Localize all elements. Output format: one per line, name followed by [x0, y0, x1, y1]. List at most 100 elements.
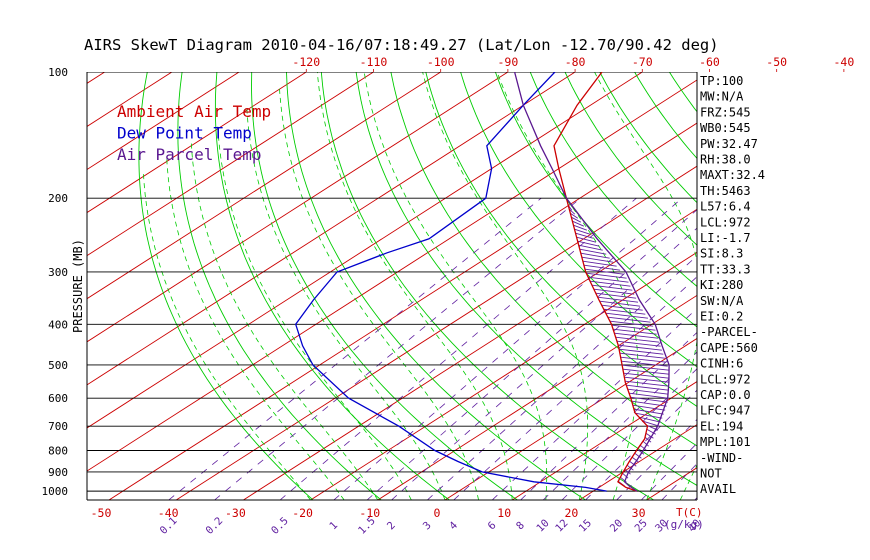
- dry-adiabat: [177, 72, 382, 500]
- mixing-ratio-label: 15: [577, 517, 594, 534]
- cape-hatch-mark: [581, 256, 614, 263]
- y-tick-label: 200: [48, 192, 68, 205]
- isotherm-line: [87, 72, 509, 343]
- mixing-ratio-line: [561, 368, 697, 500]
- cape-hatch-mark: [603, 308, 646, 315]
- cape-hatch-mark: [619, 352, 665, 359]
- cape-hatch-mark: [599, 300, 641, 307]
- isotherm-line: [175, 165, 697, 500]
- cape-hatch-mark: [627, 388, 669, 395]
- cape-hatch-mark: [605, 312, 648, 319]
- index-item: LI:-1.7: [700, 231, 751, 245]
- cape-hatch-mark: [620, 356, 667, 363]
- cape-hatch-mark: [609, 320, 654, 327]
- cape-hatch-mark: [614, 332, 659, 339]
- moist-adiabat: [747, 72, 870, 500]
- cape-hatch-mark: [568, 208, 576, 215]
- index-item: PW:32.47: [700, 137, 758, 151]
- mixing-ratio-line: [661, 463, 697, 500]
- mixing-ratio-line: [366, 209, 697, 500]
- cape-hatch-mark: [574, 228, 591, 235]
- cape-hatch-mark: [584, 268, 624, 275]
- cape-hatch-mark: [634, 452, 642, 459]
- top-tick-label: -70: [632, 55, 653, 69]
- index-item: TP:100: [700, 74, 743, 88]
- mixing-ratio-line: [333, 197, 683, 500]
- cape-hatch-mark: [611, 324, 656, 331]
- bottom-tick-label: -40: [158, 506, 179, 520]
- bottom-tick-label: 20: [564, 506, 578, 520]
- isotherm-line: [87, 72, 307, 214]
- dry-adiabat: [809, 72, 870, 500]
- y-tick-label: 400: [48, 318, 68, 331]
- dry-adiabat: [564, 72, 697, 246]
- moist-adiabat: [166, 157, 345, 500]
- moist-adiabat: [279, 88, 479, 500]
- mixing-ratio-label: 10: [534, 517, 551, 534]
- moist-adiabat: [317, 72, 513, 500]
- bottom-tick-label: -50: [91, 506, 112, 520]
- moist-adiabat: [217, 125, 412, 500]
- bottom-unit-label: T(C): [676, 506, 703, 519]
- chart-title: AIRS SkewT Diagram 2010-04-16/07:18:49.2…: [84, 36, 719, 54]
- dry-adiabat: [355, 72, 697, 486]
- cape-hatch-mark: [635, 412, 663, 419]
- isotherm-line: [310, 251, 697, 500]
- cape-hatch-mark: [573, 224, 588, 231]
- mixing-ratio-label: 2: [385, 519, 398, 532]
- index-item: KI:280: [700, 278, 743, 292]
- dry-adiabat: [494, 72, 697, 328]
- legend-item: Dew Point Temp: [117, 124, 252, 143]
- legend-item: Air Parcel Temp: [117, 145, 262, 164]
- cape-hatch-mark: [626, 464, 634, 471]
- isotherm-line: [377, 294, 697, 500]
- moist-adiabat: [496, 72, 639, 500]
- top-tick-label: -110: [360, 55, 388, 69]
- dry-adiabat: [460, 72, 697, 368]
- isotherm-line: [511, 381, 697, 500]
- top-tick-label: -60: [699, 55, 720, 69]
- index-item: LCL:972: [700, 215, 751, 229]
- index-item: MW:N/A: [700, 90, 744, 104]
- cape-hatch-mark: [591, 284, 633, 291]
- cape-hatch-mark: [582, 260, 617, 267]
- y-tick-label: 900: [48, 466, 68, 479]
- bottom-tick-label: -20: [292, 506, 313, 520]
- top-tick-label: -90: [497, 55, 518, 69]
- cape-hatch-mark: [631, 456, 640, 463]
- top-tick-label: -40: [833, 55, 854, 69]
- cape-hatch-mark: [593, 288, 635, 295]
- cape-hatch-mark: [624, 468, 631, 475]
- dry-adiabat: [138, 72, 314, 500]
- cape-hatch-mark: [615, 336, 660, 343]
- top-tick-label: -120: [292, 55, 320, 69]
- y-tick-label: 300: [48, 266, 68, 279]
- cape-hatch-mark: [601, 304, 643, 311]
- y-tick-label: 500: [48, 359, 68, 372]
- y-tick-label: 100: [48, 66, 68, 79]
- cape-hatch-mark: [572, 220, 585, 227]
- index-item: L57:6.4: [700, 200, 751, 214]
- index-item: EI:0.2: [700, 310, 743, 324]
- legend-item: Ambient Air Temp: [117, 102, 271, 121]
- bottom-tick-label: -10: [359, 506, 380, 520]
- isotherm-line: [0, 72, 37, 500]
- index-item: TT:33.3: [700, 262, 751, 276]
- isotherm-line: [87, 72, 240, 171]
- isotherm-line: [444, 337, 697, 500]
- series-line-dew-point-temp: [294, 72, 607, 492]
- top-tick-label: -100: [427, 55, 455, 69]
- cape-hatch-mark: [642, 420, 660, 427]
- cape-hatch-mark: [621, 360, 668, 367]
- moist-adiabat: [190, 141, 379, 500]
- cape-hatch-mark: [633, 408, 664, 415]
- cape-hatch-mark: [624, 376, 670, 383]
- cape-hatch-mark: [571, 216, 582, 223]
- cape-hatch-mark: [630, 396, 668, 403]
- dry-adiabat: [739, 72, 870, 500]
- isotherm-line: [579, 424, 697, 500]
- isotherm-line: [781, 72, 870, 500]
- cape-hatch-mark: [588, 276, 629, 283]
- isotherm-line: [87, 79, 697, 472]
